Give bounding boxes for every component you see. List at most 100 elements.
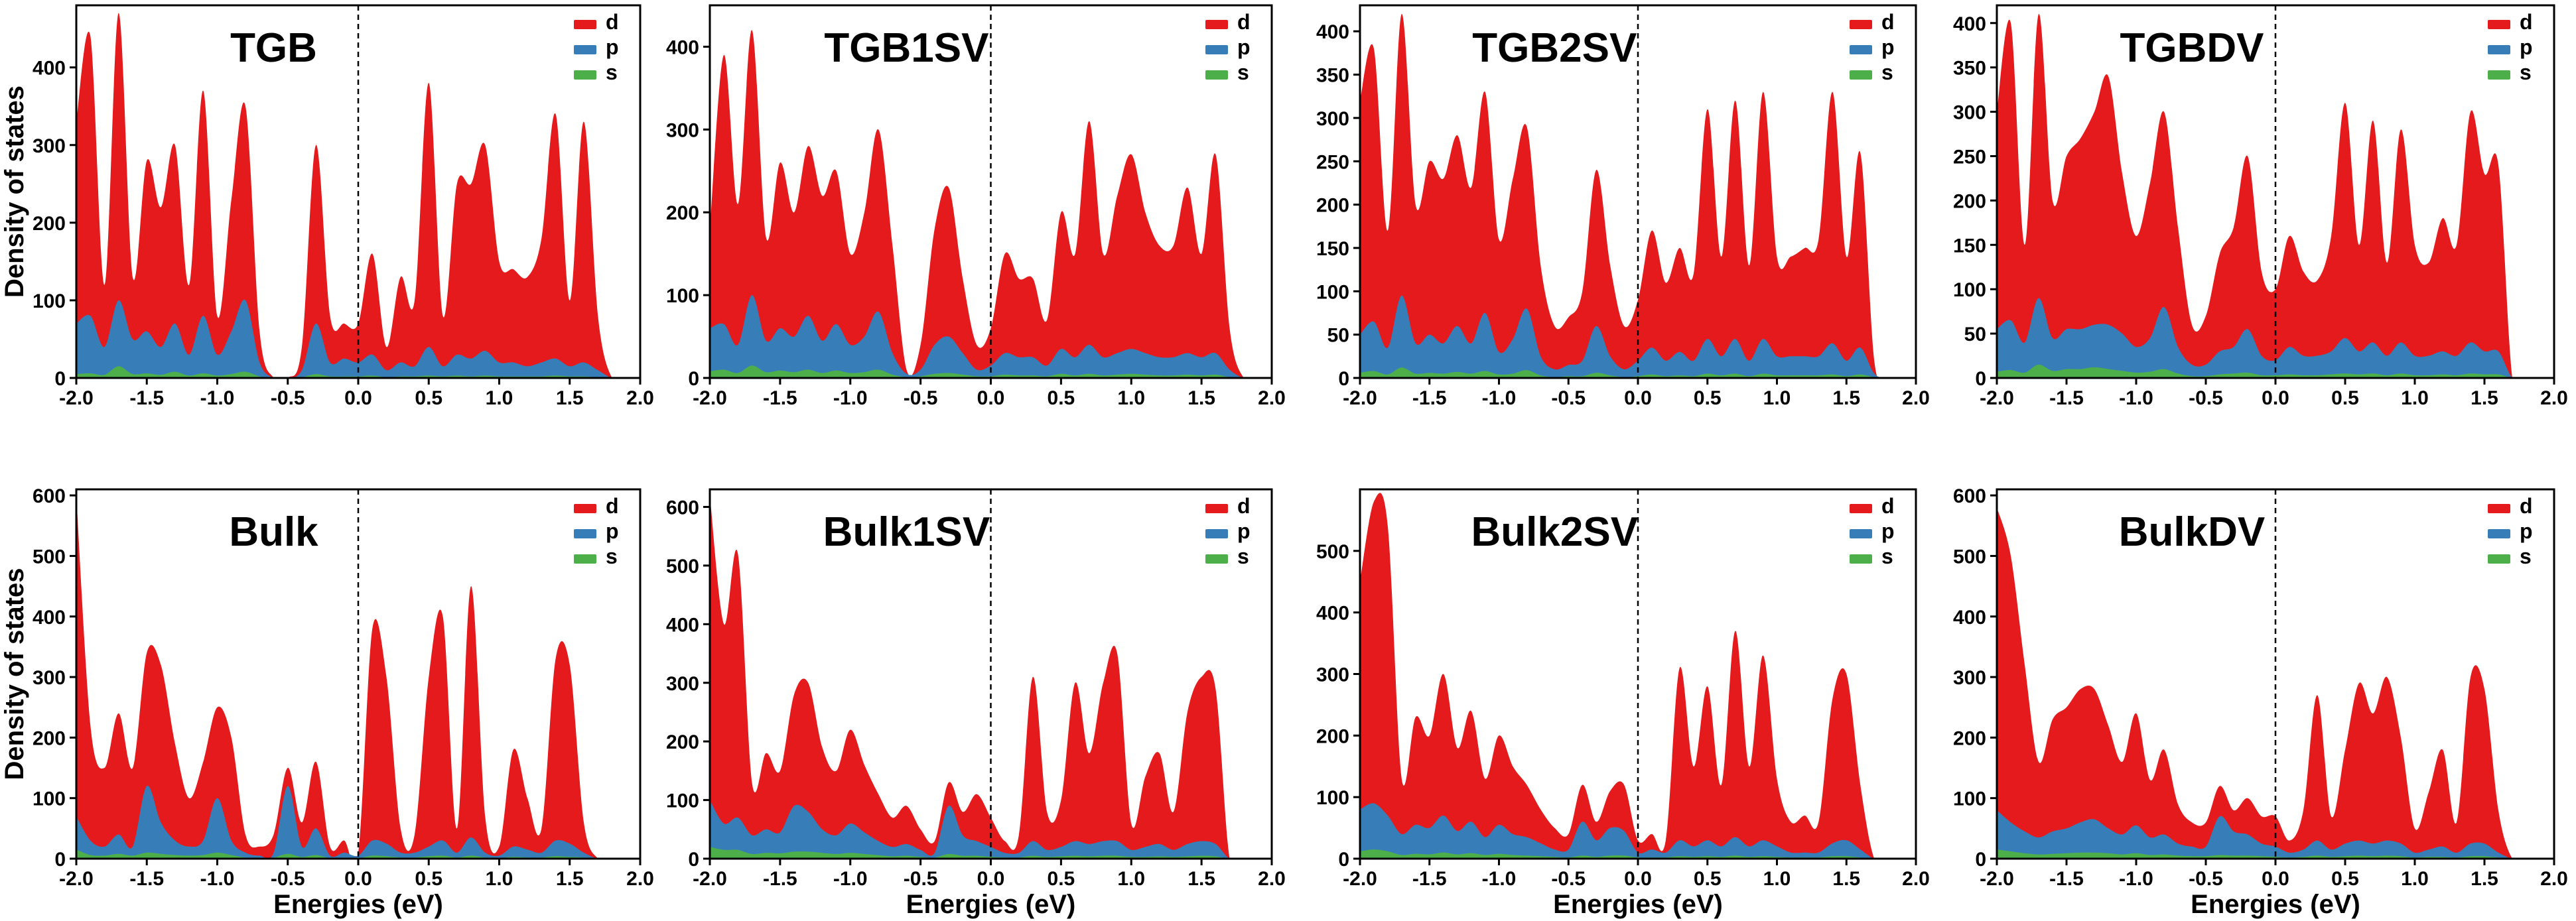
area-s-orbital bbox=[1360, 367, 1916, 378]
area-p-orbital bbox=[710, 800, 1272, 859]
area-s-orbital bbox=[1997, 849, 2554, 859]
y-tick-label: 100 bbox=[666, 790, 699, 812]
x-tick-label: 2.0 bbox=[2540, 868, 2568, 890]
area-p-orbital bbox=[76, 300, 640, 378]
y-tick-label: 400 bbox=[666, 36, 699, 58]
x-tick-label: 0.5 bbox=[1048, 868, 1075, 890]
area-group bbox=[76, 495, 640, 859]
y-tick-label: 500 bbox=[1953, 546, 1986, 568]
panel-bulk1sv: -2.0 -1.5 -1.0 -0.5 0.0 0.5 1.0 1.5 2.0 0 100 200 30… bbox=[666, 488, 1286, 919]
legend-label-d: d bbox=[606, 494, 619, 518]
x-tick-label: 1.0 bbox=[1117, 868, 1145, 890]
area-d-orbital bbox=[1997, 14, 2554, 378]
y-tick-label: 250 bbox=[1316, 151, 1349, 173]
x-tick-label: -1.5 bbox=[129, 868, 164, 890]
legend-swatch-d bbox=[2488, 20, 2510, 29]
y-axis-label: Density of states bbox=[0, 86, 29, 298]
legend-label-d: d bbox=[1881, 494, 1895, 518]
x-tick-label: 1.0 bbox=[1763, 387, 1791, 409]
x-tick-label: 1.5 bbox=[1832, 387, 1860, 409]
x-tick-label: -1.0 bbox=[833, 387, 868, 409]
legend-label-s: s bbox=[2520, 60, 2532, 84]
legend-label-p: p bbox=[606, 35, 619, 59]
y-tick-label: 100 bbox=[1953, 788, 1986, 810]
y-tick-label: 300 bbox=[1953, 667, 1986, 689]
legend-swatch-d bbox=[1205, 20, 1228, 29]
x-tick-label: 0.5 bbox=[415, 387, 442, 409]
y-tick-label: 0 bbox=[1338, 849, 1349, 871]
x-tick-label: -0.5 bbox=[1551, 387, 1586, 409]
legend-swatch-s bbox=[2488, 70, 2510, 80]
legend-swatch-p bbox=[1850, 45, 1872, 54]
x-tick-label: 0.0 bbox=[344, 868, 372, 890]
legend: dps bbox=[2488, 10, 2533, 84]
legend-label-p: p bbox=[2520, 35, 2533, 59]
legend-swatch-s bbox=[2488, 554, 2510, 564]
y-tick-label: 300 bbox=[666, 673, 699, 695]
x-tick-label: 2.0 bbox=[1902, 868, 1930, 890]
area-s-orbital bbox=[76, 366, 640, 378]
legend-label-p: p bbox=[1881, 35, 1895, 59]
y-tick-label: 200 bbox=[33, 727, 66, 749]
area-group bbox=[1997, 507, 2554, 859]
x-tick-label: -0.5 bbox=[1551, 868, 1586, 890]
legend-label-p: p bbox=[2520, 519, 2533, 543]
legend-label-d: d bbox=[1237, 10, 1251, 34]
panel-tgb2sv: -2.0 -1.5 -1.0 -0.5 0.0 0.5 1.0 1.5 2.0 0 50 100 150… bbox=[1316, 4, 1930, 409]
panel-title: BulkDV bbox=[2119, 509, 2265, 555]
y-tick-label: 300 bbox=[1316, 664, 1349, 686]
panel-title: Bulk bbox=[229, 509, 318, 555]
x-tick-label: -1.5 bbox=[1412, 868, 1447, 890]
x-tick-label: 1.0 bbox=[486, 868, 513, 890]
legend-swatch-d bbox=[574, 504, 596, 513]
x-tick-label: -1.0 bbox=[2119, 387, 2153, 409]
x-tick-label: 1.5 bbox=[1832, 868, 1860, 890]
x-tick-label: 0.5 bbox=[415, 868, 442, 890]
y-tick-label: 0 bbox=[688, 849, 699, 871]
legend: dps bbox=[1850, 494, 1895, 568]
x-tick-label: 2.0 bbox=[1902, 387, 1930, 409]
x-tick-label: -1.0 bbox=[1482, 868, 1517, 890]
legend-label-p: p bbox=[606, 519, 619, 543]
legend-label-d: d bbox=[1237, 494, 1251, 518]
legend-swatch-d bbox=[1205, 504, 1228, 513]
y-tick-label: 350 bbox=[1316, 65, 1349, 87]
x-tick-label: -1.5 bbox=[129, 387, 164, 409]
legend-label-s: s bbox=[2520, 544, 2532, 568]
x-tick-label: 0.0 bbox=[2262, 868, 2289, 890]
legend-label-p: p bbox=[1237, 35, 1251, 59]
x-tick-label: -0.5 bbox=[271, 868, 305, 890]
panel-tgbdv: -2.0 -1.5 -1.0 -0.5 0.0 0.5 1.0 1.5 2.0 0 50 100 150… bbox=[1953, 4, 2568, 409]
y-tick-label: 0 bbox=[54, 849, 66, 871]
area-s-orbital bbox=[1997, 364, 2554, 378]
x-tick-label: -1.5 bbox=[763, 387, 797, 409]
y-tick-label: 400 bbox=[666, 614, 699, 636]
area-group bbox=[710, 30, 1272, 378]
x-tick-label: 1.5 bbox=[556, 868, 584, 890]
y-tick-label: 500 bbox=[1316, 541, 1349, 563]
panel-title: TGB2SV bbox=[1472, 25, 1637, 71]
y-tick-label: 50 bbox=[1327, 325, 1349, 347]
x-tick-label: -1.0 bbox=[2119, 868, 2153, 890]
legend-label-s: s bbox=[606, 60, 618, 84]
y-tick-label: 0 bbox=[1975, 849, 1986, 871]
panel-tgb: -2.0 -1.5 -1.0 -0.5 0.0 0.5 1.0 1.5 2.0 0 100 200 30… bbox=[0, 4, 654, 409]
legend-label-p: p bbox=[1881, 519, 1895, 543]
legend: dps bbox=[1205, 494, 1251, 568]
legend: dps bbox=[2488, 494, 2533, 568]
y-tick-label: 0 bbox=[1338, 368, 1349, 390]
x-tick-label: 0.5 bbox=[2331, 387, 2359, 409]
x-tick-label: 1.0 bbox=[1117, 387, 1145, 409]
legend-swatch-p bbox=[1205, 529, 1228, 538]
legend-label-s: s bbox=[1881, 544, 1893, 568]
area-d-orbital bbox=[710, 30, 1272, 378]
legend-label-d: d bbox=[2520, 10, 2533, 34]
x-tick-label: 2.0 bbox=[626, 868, 654, 890]
x-tick-label: -0.5 bbox=[271, 387, 305, 409]
legend-label-s: s bbox=[1237, 544, 1249, 568]
legend-swatch-s bbox=[1205, 554, 1228, 564]
x-tick-label: -0.5 bbox=[904, 387, 938, 409]
x-tick-label: 0.0 bbox=[977, 387, 1005, 409]
x-tick-label: -2.0 bbox=[693, 868, 727, 890]
legend-swatch-d bbox=[1850, 20, 1872, 29]
